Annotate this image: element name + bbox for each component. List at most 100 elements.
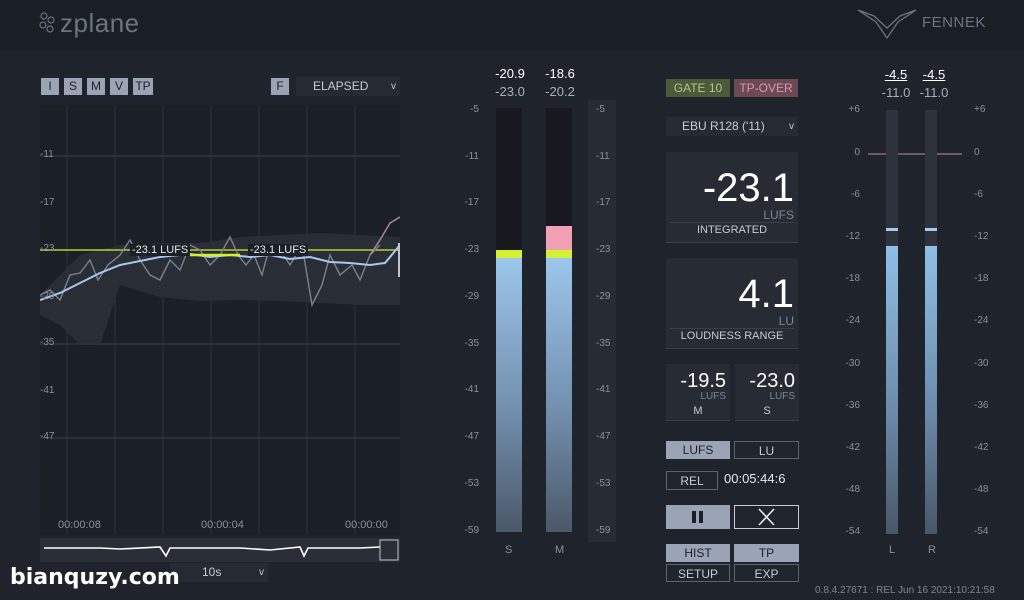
- pause-button[interactable]: [666, 505, 730, 529]
- m-meter-marker: [546, 250, 572, 258]
- chevron-down-icon: v: [259, 567, 264, 578]
- m-peak-value: -20.2: [545, 84, 575, 99]
- scale-tick: -54: [845, 526, 860, 537]
- chevron-down-icon: v: [391, 81, 396, 92]
- history-y-tick: -17: [40, 197, 55, 208]
- l-peak-value: -11.0: [881, 85, 911, 100]
- scale-tick: -59: [464, 525, 479, 536]
- fennek-logo-icon: [857, 9, 917, 40]
- r-peak-value: -11.0: [919, 85, 949, 100]
- loudness-marker-label: -23.1 LUFS: [130, 244, 191, 256]
- waveform-overview[interactable]: [40, 538, 400, 562]
- r-meter: [925, 110, 937, 534]
- short-term-value: -23.0: [749, 370, 795, 392]
- s-meter-label: S: [505, 544, 513, 556]
- rel-button[interactable]: REL: [666, 471, 718, 490]
- loudness-history-graph[interactable]: -11 -17 -23 -29 -35 -41 -47 -23.1 LUFS -…: [40, 105, 400, 535]
- f-button[interactable]: F: [271, 78, 289, 95]
- standard-dropdown[interactable]: EBU R128 ('11) v: [666, 117, 798, 136]
- scale-tick: -23: [464, 244, 479, 255]
- mode-button-i[interactable]: I: [41, 78, 59, 95]
- s-meter-fill: [496, 258, 522, 532]
- time-mode-value: ELAPSED: [313, 79, 369, 93]
- truepeak-scale-right: +6 0 -6 -12 -18 -24 -30 -36 -42 -48 -54: [970, 104, 1000, 544]
- scale-tick: -6: [974, 189, 983, 200]
- divider: [670, 222, 794, 223]
- l-meter: [886, 110, 898, 534]
- zplane-logo-icon: [39, 12, 55, 33]
- pause-icon: [692, 511, 703, 523]
- divider: [670, 328, 794, 329]
- short-term-display: -23.0 LUFS S: [735, 364, 799, 421]
- scale-tick: -48: [845, 484, 860, 495]
- scale-tick: -6: [851, 189, 860, 200]
- scale-tick: -17: [596, 197, 611, 208]
- m-meter: [546, 108, 572, 532]
- scale-tick: -24: [974, 315, 989, 326]
- scale-tick: -47: [596, 431, 611, 442]
- scale-tick: -30: [845, 358, 860, 369]
- lra-value: 4.1: [738, 272, 794, 316]
- s-peak-value: -23.0: [495, 84, 525, 99]
- history-y-tick: -11: [40, 149, 54, 160]
- momentary-unit: LUFS: [700, 391, 726, 402]
- scale-tick: -5: [596, 104, 605, 115]
- mode-button-v[interactable]: V: [110, 78, 128, 95]
- setup-button[interactable]: SETUP: [666, 564, 730, 582]
- scale-tick: -36: [845, 400, 860, 411]
- short-term-caption: S: [763, 405, 771, 417]
- mode-button-m[interactable]: M: [87, 78, 105, 95]
- l-meter-fill: [886, 246, 898, 534]
- scale-tick: -42: [845, 442, 860, 453]
- export-button[interactable]: EXP: [734, 564, 799, 582]
- m-meter-label: M: [555, 544, 565, 556]
- scale-tick: -12: [974, 231, 989, 242]
- s-peak-max: -20.9: [495, 66, 525, 81]
- scale-tick: -47: [464, 431, 479, 442]
- scale-tick: -54: [974, 526, 989, 537]
- momentary-display: -19.5 LUFS M: [666, 364, 730, 421]
- history-time-label: 00:00:04: [201, 519, 244, 531]
- mode-button-s[interactable]: S: [64, 78, 82, 95]
- zoom-dropdown[interactable]: 10s v: [170, 563, 268, 582]
- scale-tick: -29: [596, 291, 611, 302]
- scale-tick: -30: [974, 358, 989, 369]
- scale-tick: -17: [464, 197, 479, 208]
- gate-indicator: GATE 10: [666, 79, 730, 97]
- scale-tick: -18: [845, 273, 860, 284]
- top-bar: [0, 0, 1024, 50]
- scale-tick: -36: [974, 400, 989, 411]
- unit-lu-button[interactable]: LU: [734, 441, 799, 459]
- scale-tick: 0: [854, 147, 860, 158]
- unit-lufs-button[interactable]: LUFS: [666, 441, 730, 459]
- history-y-tick: -29: [40, 291, 55, 302]
- history-y-tick: -23: [40, 243, 55, 254]
- time-mode-dropdown[interactable]: ELAPSED v: [296, 77, 400, 96]
- tp-button[interactable]: TP: [734, 544, 799, 562]
- history-time-label: 00:00:08: [58, 519, 101, 531]
- momentary-caption: M: [693, 405, 703, 417]
- r-meter-fill: [925, 246, 937, 534]
- zplane-logo-text: zplane: [60, 8, 140, 38]
- scale-tick: -53: [464, 478, 479, 489]
- scale-tick: -41: [464, 384, 479, 395]
- close-icon: [758, 508, 775, 526]
- version-info: 0.8.4.27671 : REL Jun 16 2021:10:21:58: [815, 585, 995, 596]
- hist-button[interactable]: HIST: [666, 544, 730, 562]
- l-peak-max: -4.5: [884, 67, 908, 82]
- loudness-marker-label: -23.1 LUFS: [248, 244, 309, 256]
- tp-over-indicator: TP-OVER: [734, 79, 798, 97]
- loudness-scale-right: -5 -11 -17 -23 -29 -35 -41 -47 -53 -59: [588, 100, 616, 542]
- reset-button[interactable]: [734, 505, 799, 529]
- truepeak-scale-left: +6 0 -6 -12 -18 -24 -30 -36 -42 -48 -54: [830, 104, 860, 544]
- truepeak-grid: [868, 104, 962, 544]
- mode-button-tp[interactable]: TP: [133, 78, 153, 95]
- m-meter-overload: [546, 226, 572, 250]
- loudness-range-display: 4.1 LU LOUDNESS RANGE: [666, 258, 798, 349]
- scale-tick: -24: [845, 315, 860, 326]
- l-meter-label: L: [889, 544, 896, 556]
- scale-tick: -11: [596, 151, 610, 162]
- history-y-tick: -41: [40, 385, 55, 396]
- lra-unit: LU: [778, 314, 794, 328]
- standard-value: EBU R128 ('11): [682, 119, 765, 133]
